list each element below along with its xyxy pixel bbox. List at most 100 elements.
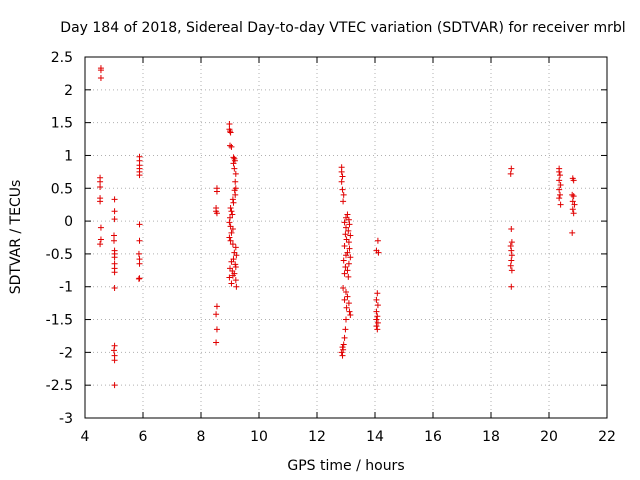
data-point bbox=[345, 273, 352, 280]
x-tick-labels: 4 6 8 10 12 14 16 18 20 22 bbox=[81, 429, 616, 445]
chart-title: Day 184 of 2018, Sidereal Day-to-day VTE… bbox=[60, 20, 625, 36]
data-point bbox=[97, 236, 104, 243]
data-point bbox=[229, 211, 236, 218]
data-point bbox=[508, 283, 515, 290]
data-point bbox=[213, 210, 220, 217]
data-point bbox=[111, 357, 118, 364]
data-point bbox=[226, 120, 233, 127]
data-point bbox=[111, 208, 118, 215]
data-point bbox=[345, 300, 352, 307]
data-point bbox=[135, 275, 142, 282]
data-point bbox=[569, 191, 576, 198]
data-point bbox=[375, 249, 382, 256]
data-point bbox=[570, 210, 577, 217]
data-point bbox=[227, 237, 234, 244]
data-point bbox=[343, 316, 349, 323]
data-point bbox=[340, 191, 347, 198]
data-point bbox=[346, 308, 353, 315]
x-tick-label: 12 bbox=[308, 429, 326, 445]
data-point bbox=[342, 264, 349, 271]
y-tick-label: -2 bbox=[59, 345, 73, 361]
x-tick-label: 18 bbox=[482, 429, 500, 445]
data-point bbox=[136, 275, 143, 282]
data-point bbox=[341, 296, 348, 303]
x-axis-label: GPS time / hours bbox=[287, 458, 404, 474]
y-tick-label: 1.5 bbox=[51, 116, 73, 132]
data-point bbox=[111, 347, 117, 354]
data-point bbox=[339, 352, 346, 359]
y-tick-label: 0 bbox=[64, 214, 73, 230]
data-point bbox=[111, 216, 118, 223]
data-point bbox=[343, 252, 349, 259]
data-point bbox=[508, 257, 515, 264]
y-tick-label: 2 bbox=[64, 83, 73, 99]
data-point bbox=[346, 221, 353, 228]
data-point bbox=[229, 241, 236, 248]
x-tick-label: 22 bbox=[598, 429, 616, 445]
axis-ticks bbox=[84, 56, 608, 419]
data-point bbox=[340, 198, 347, 205]
data-point bbox=[569, 198, 576, 205]
data-point bbox=[508, 225, 515, 232]
data-point bbox=[571, 201, 578, 208]
data-point bbox=[556, 177, 563, 184]
data-point bbox=[338, 349, 345, 356]
x-tick-label: 8 bbox=[197, 429, 206, 445]
data-point bbox=[345, 227, 352, 234]
data-point bbox=[373, 296, 380, 303]
data-point bbox=[111, 382, 118, 389]
x-tick-label: 10 bbox=[250, 429, 268, 445]
data-point bbox=[232, 178, 239, 185]
data-point bbox=[374, 302, 381, 309]
x-tick-label: 20 bbox=[540, 429, 558, 445]
data-point bbox=[373, 308, 380, 315]
data-point bbox=[341, 270, 348, 277]
data-point bbox=[213, 188, 220, 195]
data-point bbox=[229, 225, 236, 232]
data-point bbox=[111, 254, 118, 261]
data-point bbox=[97, 67, 104, 74]
data-point bbox=[97, 75, 104, 82]
plot-frame bbox=[84, 56, 608, 419]
data-point bbox=[97, 198, 104, 205]
data-point bbox=[374, 290, 381, 297]
x-tick-label: 4 bbox=[81, 429, 90, 445]
data-point bbox=[231, 165, 238, 172]
data-point bbox=[508, 247, 515, 254]
data-point bbox=[136, 237, 143, 244]
data-point bbox=[233, 252, 240, 259]
y-axis-label: SDTVAR / TECUs bbox=[8, 180, 24, 295]
data-point bbox=[557, 181, 564, 188]
data-point bbox=[111, 285, 118, 292]
data-point bbox=[228, 143, 235, 150]
data-point bbox=[339, 173, 346, 180]
data-point bbox=[557, 201, 564, 208]
data-point bbox=[227, 142, 233, 149]
data-point bbox=[229, 196, 236, 203]
x-tick-label: 14 bbox=[366, 429, 384, 445]
data-point bbox=[346, 245, 353, 252]
data-point bbox=[340, 257, 347, 264]
data-point bbox=[97, 224, 104, 231]
data-point bbox=[340, 285, 347, 292]
data-point bbox=[136, 172, 143, 179]
data-point bbox=[232, 264, 239, 271]
data-point bbox=[507, 262, 514, 269]
data-point bbox=[570, 193, 577, 200]
data-point bbox=[230, 154, 237, 161]
data-point bbox=[228, 208, 235, 215]
data-point bbox=[338, 178, 345, 185]
data-point bbox=[374, 326, 381, 333]
data-point bbox=[347, 311, 354, 318]
data-point bbox=[233, 283, 240, 290]
data-point bbox=[374, 237, 381, 244]
data-point bbox=[111, 237, 117, 244]
data-point bbox=[213, 303, 220, 310]
data-point bbox=[508, 267, 515, 274]
data-point bbox=[226, 274, 233, 281]
data-point bbox=[507, 170, 514, 177]
data-point bbox=[227, 129, 234, 136]
data-point bbox=[213, 311, 220, 318]
data-point bbox=[373, 316, 380, 323]
